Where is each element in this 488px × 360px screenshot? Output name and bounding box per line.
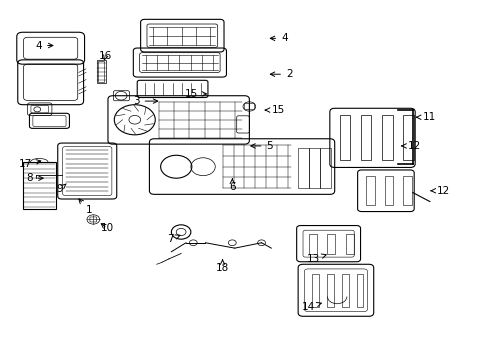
Text: 12: 12 xyxy=(401,141,420,151)
Text: 5: 5 xyxy=(250,141,272,151)
Text: 18: 18 xyxy=(216,260,229,273)
Text: 1: 1 xyxy=(79,199,92,216)
Bar xyxy=(381,116,392,160)
Text: 12: 12 xyxy=(430,186,449,196)
Text: 15: 15 xyxy=(184,89,206,99)
Bar xyxy=(308,234,316,253)
Text: 15: 15 xyxy=(265,105,284,115)
Bar xyxy=(327,234,334,253)
Bar xyxy=(345,234,353,253)
Bar xyxy=(339,116,349,160)
Text: 3: 3 xyxy=(133,96,158,106)
Bar xyxy=(366,176,374,205)
Bar xyxy=(356,274,363,307)
Text: 4: 4 xyxy=(270,33,287,43)
Text: 10: 10 xyxy=(101,224,114,233)
Text: 9: 9 xyxy=(57,184,66,194)
Bar xyxy=(97,60,105,83)
Text: 8: 8 xyxy=(26,173,43,183)
Bar xyxy=(320,148,330,188)
Text: 14: 14 xyxy=(301,302,321,312)
Bar xyxy=(384,176,393,205)
Bar xyxy=(22,162,56,209)
Bar xyxy=(98,61,104,82)
Bar xyxy=(326,274,333,307)
Text: 11: 11 xyxy=(416,112,435,122)
Text: 4: 4 xyxy=(36,41,53,50)
Text: 7: 7 xyxy=(167,234,180,244)
Bar xyxy=(402,176,411,205)
Text: 17: 17 xyxy=(19,159,41,169)
Bar xyxy=(402,116,413,160)
Bar xyxy=(311,274,318,307)
Text: 6: 6 xyxy=(228,179,235,192)
Text: 2: 2 xyxy=(270,69,292,79)
Text: 13: 13 xyxy=(306,254,325,264)
Text: 16: 16 xyxy=(99,51,112,61)
Bar xyxy=(360,116,371,160)
Bar xyxy=(341,274,348,307)
Bar xyxy=(298,148,308,188)
Bar xyxy=(308,148,319,188)
